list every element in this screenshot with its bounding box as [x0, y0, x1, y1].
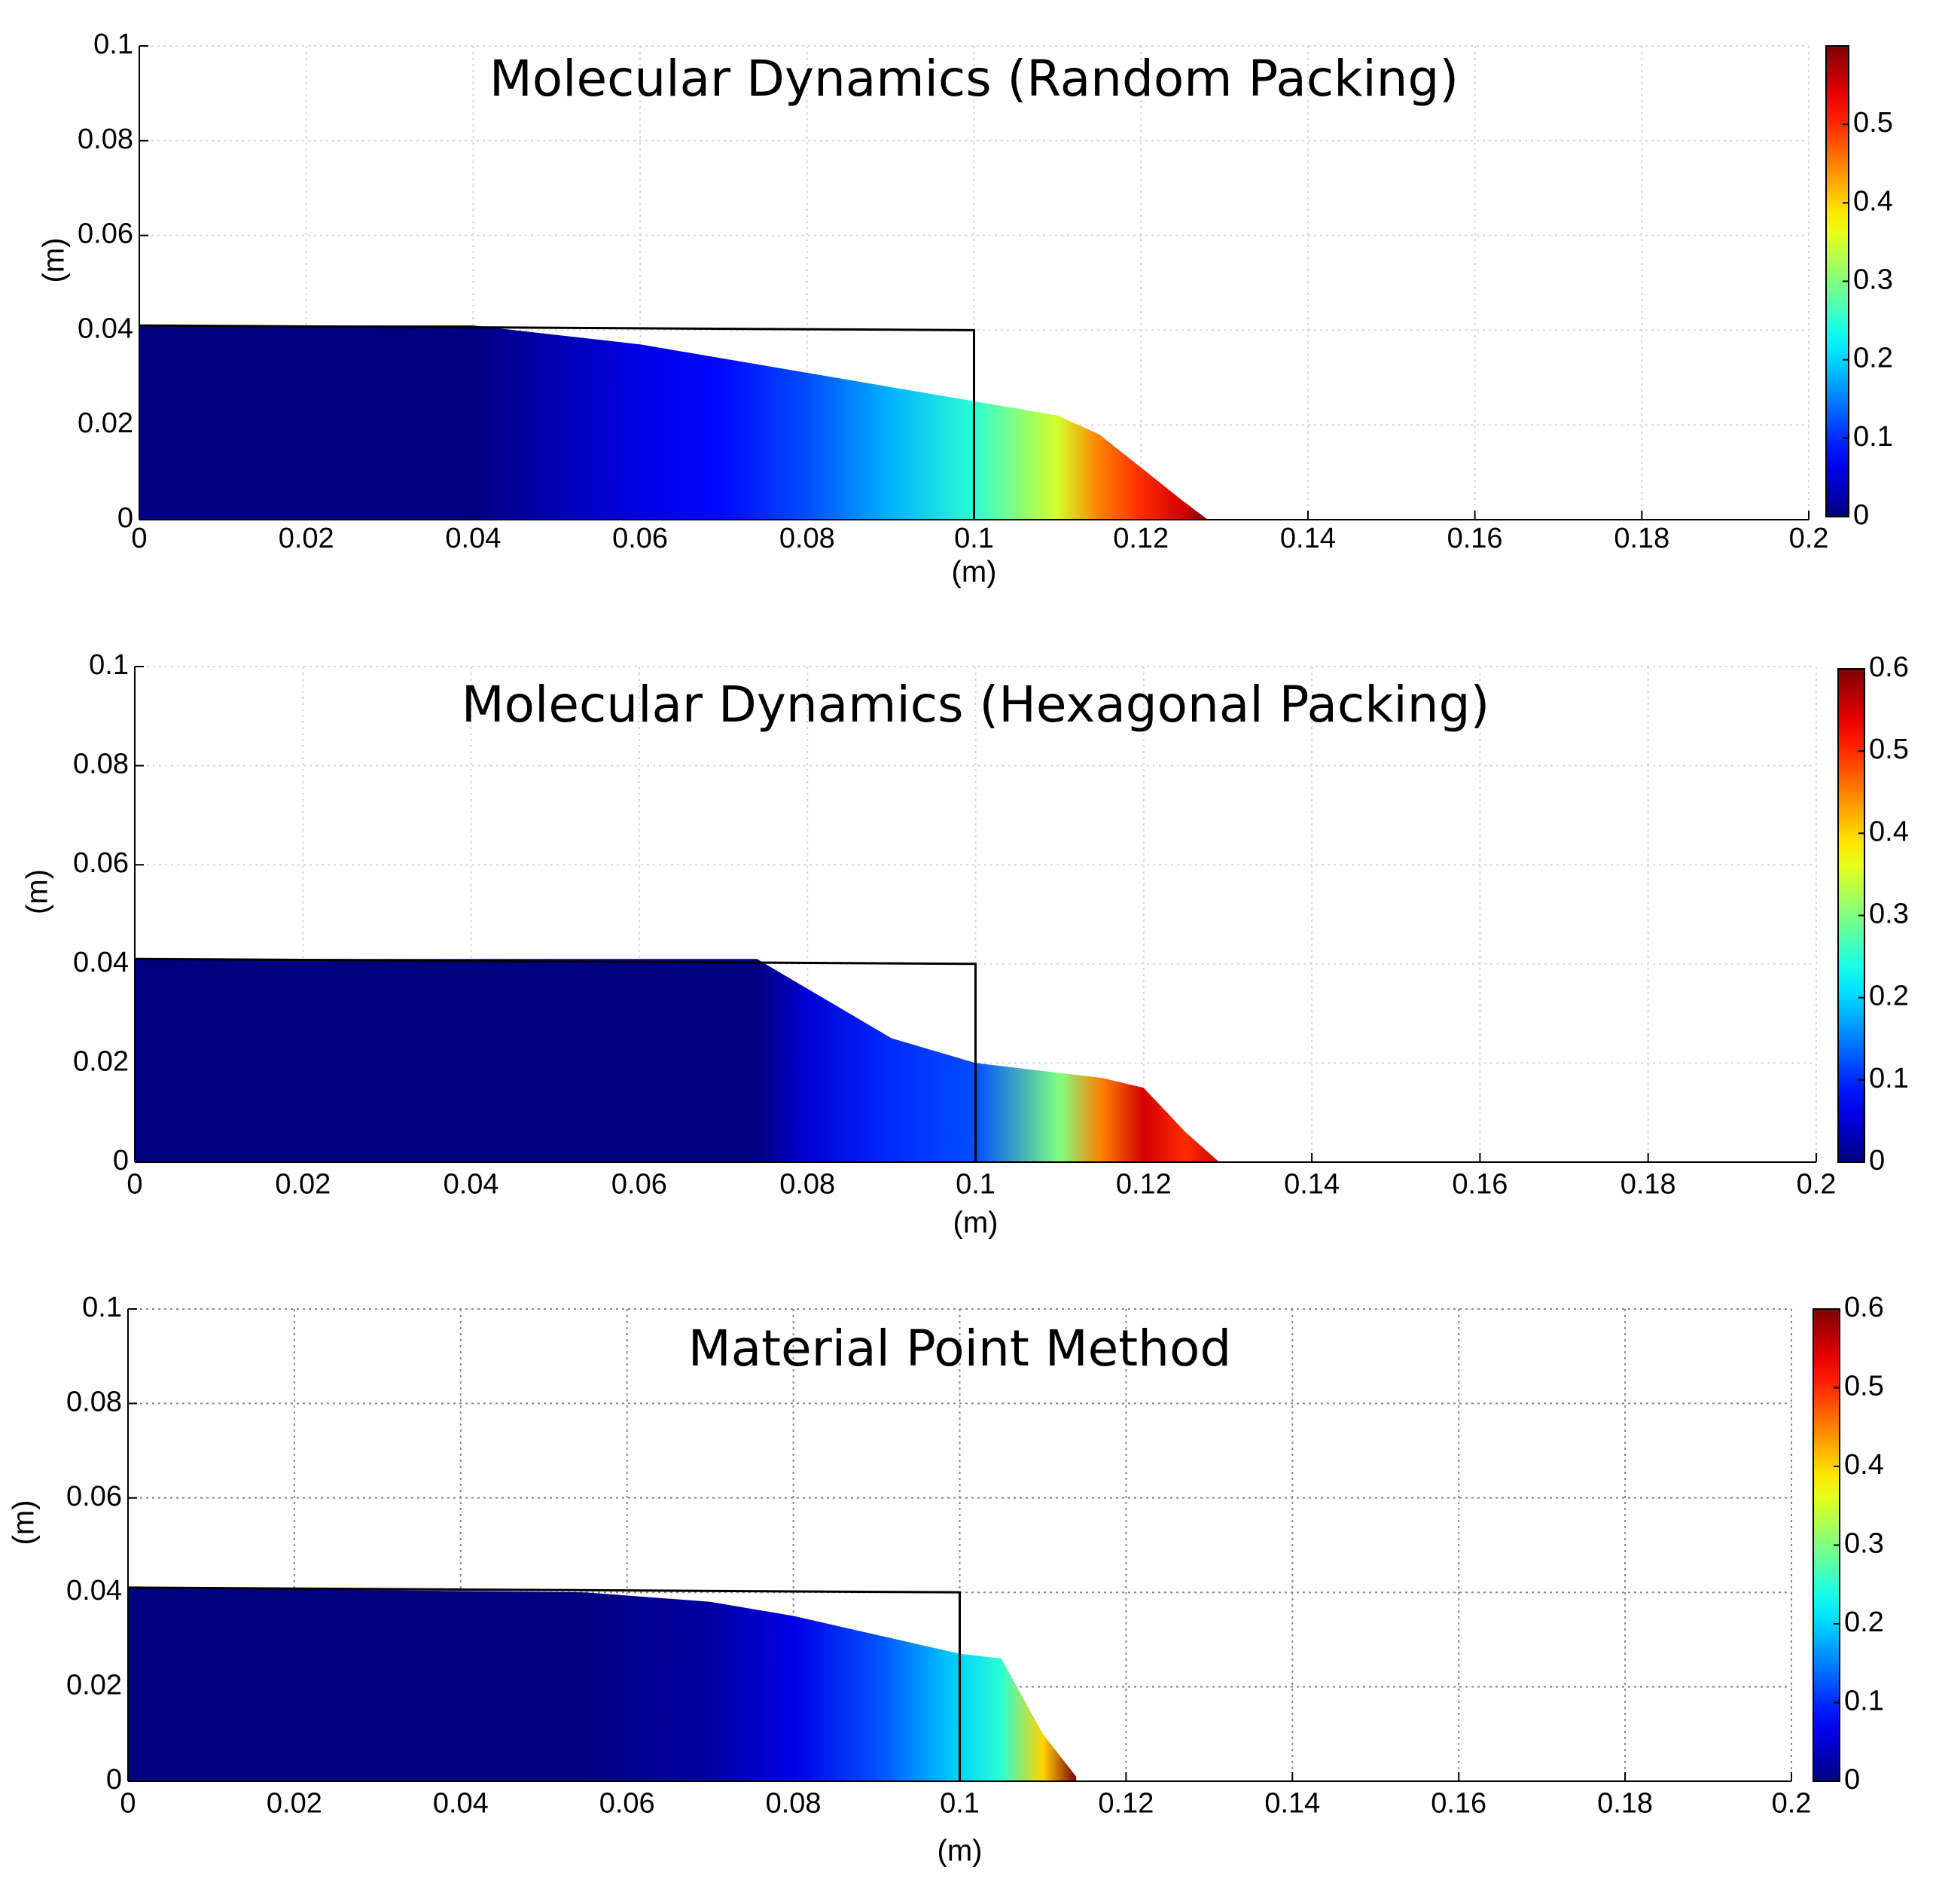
y-tick-label: 0.02	[66, 1670, 122, 1701]
x-tick-label: 0.16	[1431, 1788, 1486, 1820]
x-axis-label: (m)	[952, 556, 997, 589]
x-tick-label: 0.08	[766, 1788, 822, 1820]
panel: 0 0.02 0.04 0.06 0.08 0.1 0.12 0.14 0.16 0.18 0.2 0…	[21, 649, 1909, 1240]
y-tick-label: 0.1	[89, 649, 129, 681]
initial-column	[127, 1586, 961, 1781]
y-tick-label: 0	[117, 502, 133, 534]
x-tick-label: 0.04	[444, 1169, 499, 1201]
colorbar-tick-label: 0.6	[1844, 1292, 1884, 1323]
y-tick-label: 0.08	[73, 749, 129, 780]
y-tick-label: 0.1	[93, 29, 133, 60]
y-axis-label: (m)	[38, 238, 71, 283]
y-tick-label: 0.06	[73, 847, 129, 879]
x-tick-label: 0.06	[611, 1169, 667, 1201]
colorbar-tick-label: 0.3	[1869, 899, 1909, 930]
colorbar-tick-label: 0.6	[1869, 651, 1909, 683]
y-tick-label: 0.06	[78, 218, 133, 250]
x-tick-label: 0.2	[1789, 523, 1829, 554]
x-tick-label: 0.12	[1116, 1169, 1172, 1201]
y-axis-label: (m)	[21, 869, 54, 914]
x-tick-label: 0.04	[433, 1788, 489, 1820]
y-tick-label: 0.06	[66, 1481, 122, 1512]
x-tick-label: 0.06	[612, 523, 668, 554]
y-tick-label: 0.04	[78, 313, 133, 344]
y-tick-label: 0.04	[66, 1575, 122, 1606]
y-tick-label: 0.08	[78, 124, 133, 155]
x-tick-label: 0.12	[1113, 523, 1169, 554]
colorbar-tick-label: 0	[1844, 1764, 1860, 1796]
x-tick-label: 0.16	[1447, 523, 1503, 554]
deposit-area	[139, 325, 1208, 520]
x-tick-label: 0.02	[267, 1788, 322, 1820]
x-tick-label: 0.2	[1797, 1169, 1837, 1201]
panel: 0 0.02 0.04 0.06 0.08 0.1 0.12 0.14 0.16 0.18 0.2 0…	[38, 29, 1893, 589]
colorbar-tick-label: 0.1	[1869, 1063, 1909, 1094]
y-tick-label: 0.08	[66, 1386, 122, 1417]
x-tick-label: 0.1	[954, 523, 994, 554]
panel: 0 0.02 0.04 0.06 0.08 0.1 0.12 0.14 0.16 0.18 0.2 0…	[8, 1292, 1884, 1868]
x-tick-label: 0.08	[779, 523, 835, 554]
x-axis-label: (m)	[953, 1207, 999, 1240]
colorbar-tick-label: 0.2	[1869, 981, 1909, 1012]
y-tick-label: 0.1	[82, 1292, 122, 1323]
x-tick-label: 0.12	[1098, 1788, 1154, 1820]
y-tick-label: 0.02	[73, 1045, 129, 1077]
x-tick-label: 0.18	[1614, 523, 1669, 554]
x-tick-label: 0	[127, 1169, 142, 1201]
colorbar-tick-label: 0.4	[1869, 816, 1909, 847]
colorbar-tick-label: 0.5	[1853, 107, 1893, 139]
chart-title: Molecular Dynamics (Hexagonal Packing)	[462, 676, 1490, 734]
x-tick-label: 0	[131, 523, 147, 554]
colorbar-tick-label: 0.5	[1869, 734, 1909, 765]
x-tick-label: 0.1	[956, 1169, 995, 1201]
colorbar-tick-label: 0.1	[1853, 421, 1893, 453]
chart-title: Material Point Method	[688, 1320, 1232, 1378]
deposit-area	[128, 1587, 1077, 1781]
y-tick-label: 0	[106, 1764, 122, 1796]
colorbar-tick-label: 0.4	[1853, 185, 1893, 217]
chart-title: Molecular Dynamics (Random Packing)	[489, 50, 1459, 108]
x-axis-label: (m)	[938, 1835, 983, 1868]
x-tick-label: 0.16	[1452, 1169, 1508, 1201]
x-tick-label: 0.14	[1264, 1788, 1320, 1820]
colorbar-tick-label: 0.3	[1844, 1528, 1884, 1560]
colorbar-tick-label: 0	[1853, 499, 1869, 531]
x-tick-label: 0.14	[1280, 523, 1336, 554]
colorbar-tick-label: 0.4	[1844, 1449, 1884, 1481]
y-tick-label: 0.02	[78, 407, 133, 439]
x-tick-label: 0.1	[940, 1788, 980, 1820]
x-tick-label: 0.14	[1284, 1169, 1340, 1201]
x-tick-label: 0	[120, 1788, 136, 1820]
x-tick-label: 0.18	[1620, 1169, 1676, 1201]
colorbar-tick-label: 0.3	[1853, 264, 1893, 296]
colorbar-tick-label: 0.2	[1844, 1606, 1884, 1638]
colorbar-tick-label: 0.2	[1853, 343, 1893, 374]
x-tick-label: 0.18	[1597, 1788, 1653, 1820]
y-axis-label: (m)	[8, 1500, 41, 1545]
deposit-area	[135, 959, 1220, 1162]
x-tick-label: 0.2	[1772, 1788, 1812, 1820]
colorbar-tick-label: 0.5	[1844, 1371, 1884, 1402]
y-tick-label: 0	[113, 1145, 129, 1176]
x-tick-label: 0.06	[599, 1788, 655, 1820]
y-tick-label: 0.04	[73, 947, 129, 978]
colorbar-tick-label: 0.1	[1844, 1686, 1884, 1717]
initial-column	[134, 957, 977, 1162]
x-tick-label: 0.02	[279, 523, 334, 554]
x-tick-label: 0.08	[779, 1169, 835, 1201]
initial-column	[139, 324, 975, 520]
x-tick-label: 0.04	[445, 523, 501, 554]
colorbar-tick-label: 0	[1869, 1145, 1885, 1176]
x-tick-label: 0.02	[275, 1169, 331, 1201]
